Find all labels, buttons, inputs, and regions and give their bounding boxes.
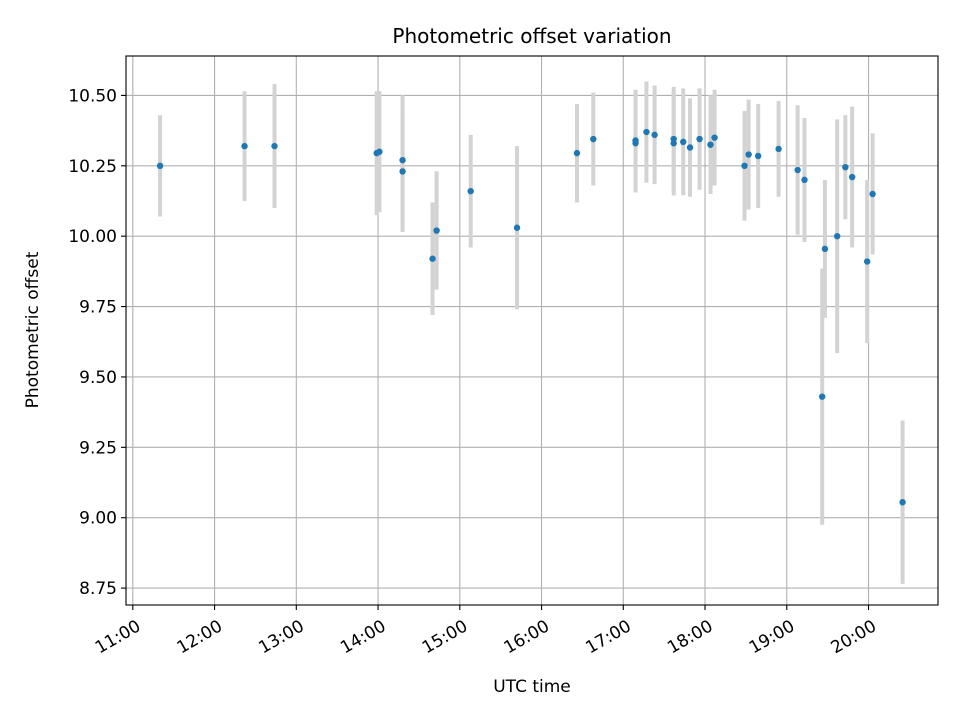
data-point xyxy=(686,144,694,151)
x-tick-label: 17:00 xyxy=(582,616,634,658)
data-point xyxy=(429,255,436,262)
x-tick-label: 14:00 xyxy=(337,616,389,658)
x-tick-label: 15:00 xyxy=(419,616,471,658)
data-point xyxy=(156,162,164,169)
error-bars xyxy=(158,81,905,584)
data-point xyxy=(376,148,383,155)
data-point xyxy=(745,151,752,158)
y-tick-label: 9.50 xyxy=(79,368,117,388)
data-point xyxy=(271,142,278,150)
y-tick-label: 8.75 xyxy=(79,579,117,599)
data-point xyxy=(590,135,597,143)
x-tick-label: 13:00 xyxy=(255,616,307,658)
x-tick-label: 16:00 xyxy=(501,616,553,658)
data-point xyxy=(696,135,703,143)
data-point xyxy=(433,227,440,234)
data-point xyxy=(632,140,639,147)
data-point xyxy=(741,162,748,169)
data-point xyxy=(869,190,876,198)
y-axis-ticks: 8.75 9.00 9.25 9.50 9.75 10.00 10.25 10.50 xyxy=(68,86,126,599)
x-tick-label: 18:00 xyxy=(664,616,716,658)
data-point xyxy=(651,131,658,139)
data-point xyxy=(842,164,849,171)
data-point xyxy=(821,245,829,253)
y-tick-label: 10.50 xyxy=(68,86,117,106)
data-point xyxy=(467,187,474,195)
data-point xyxy=(754,152,762,160)
data-point xyxy=(573,149,581,157)
x-axis-ticks: 11:00 12:00 13:00 14:00 15:00 16:00 17:00 18:00… xyxy=(92,605,880,658)
data-point xyxy=(707,141,714,148)
data-point xyxy=(711,134,718,141)
y-tick-label: 9.75 xyxy=(79,298,117,318)
y-tick-label: 9.25 xyxy=(79,438,117,458)
x-tick-label: 12:00 xyxy=(174,616,226,658)
data-point xyxy=(833,232,841,240)
data-point xyxy=(643,128,650,136)
data-point xyxy=(818,393,826,400)
data-point xyxy=(680,138,687,146)
data-point xyxy=(513,224,521,231)
x-tick-label: 20:00 xyxy=(828,616,880,658)
x-tick-label: 11:00 xyxy=(92,616,144,658)
data-point xyxy=(801,176,808,184)
data-point xyxy=(848,173,856,181)
data-point xyxy=(863,258,871,265)
y-tick-label: 10.25 xyxy=(68,157,117,177)
data-point xyxy=(670,140,677,147)
data-point xyxy=(775,145,782,153)
y-axis-label: Photometric offset xyxy=(23,251,43,408)
x-axis-label: UTC time xyxy=(493,677,571,697)
plot-frame xyxy=(125,55,939,606)
chart-title: Photometric offset variation xyxy=(392,24,671,48)
data-point xyxy=(899,499,906,506)
data-point xyxy=(399,168,406,175)
y-tick-label: 10.00 xyxy=(68,227,117,247)
data-point xyxy=(399,156,406,164)
grid xyxy=(126,56,938,605)
x-tick-label: 19:00 xyxy=(746,616,798,658)
data-points xyxy=(156,128,906,506)
y-tick-label: 9.00 xyxy=(79,509,117,529)
data-point xyxy=(241,142,248,150)
data-point xyxy=(794,166,801,174)
